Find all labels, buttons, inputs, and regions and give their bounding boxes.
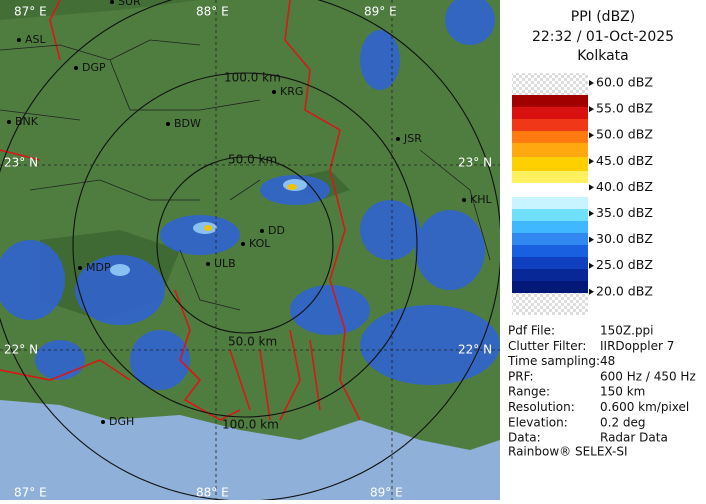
city-marker bbox=[241, 242, 245, 246]
legend-label: 45.0 dBZ bbox=[596, 153, 653, 168]
info-value: Radar Data bbox=[600, 431, 668, 445]
city-marker bbox=[260, 229, 264, 233]
grid-label: 22° N bbox=[4, 343, 38, 357]
legend-arrow bbox=[589, 106, 594, 113]
ring-label: 50.0 km bbox=[228, 335, 277, 349]
city-label: KHL bbox=[470, 193, 492, 206]
legend-arrow bbox=[589, 80, 594, 86]
info-value: IIRDoppler 7 bbox=[600, 339, 674, 353]
grid-label: 88° E bbox=[196, 486, 229, 500]
legend-label: 35.0 dBZ bbox=[596, 205, 653, 220]
ring-label: 50.0 km bbox=[228, 153, 277, 167]
timestamp: 22:32 / 01-Oct-2025 bbox=[532, 29, 674, 45]
ring-label: 100.0 km bbox=[224, 71, 281, 85]
city-marker bbox=[272, 90, 276, 94]
city-label: BDW bbox=[174, 117, 201, 130]
legend-arrow bbox=[589, 184, 594, 191]
grid-label: 23° N bbox=[4, 156, 38, 170]
ring-label: 100.0 km bbox=[222, 418, 279, 432]
city-label: DGH bbox=[109, 415, 134, 428]
city-label: DD bbox=[268, 224, 285, 237]
legend-label: 20.0 dBZ bbox=[596, 283, 653, 298]
legend-arrow bbox=[589, 262, 594, 269]
legend-arrow bbox=[589, 210, 594, 217]
grid-label: 89° E bbox=[364, 5, 397, 19]
city-label: KOL bbox=[249, 237, 271, 250]
city-marker bbox=[396, 137, 400, 141]
city-label: MDP bbox=[86, 261, 111, 274]
info-value: 150Z.ppi bbox=[600, 324, 654, 338]
site-name: Kolkata bbox=[577, 48, 628, 64]
city-marker bbox=[206, 262, 210, 266]
info-value: 0.2 deg bbox=[600, 415, 646, 429]
map bbox=[0, 0, 500, 500]
city-label: KRG bbox=[280, 85, 303, 98]
info-key: Resolution: bbox=[508, 400, 575, 414]
city-marker bbox=[462, 198, 466, 202]
info-panel: Pdf File: 150Z.ppi Clutter Filter: IIRDoppl… bbox=[507, 324, 696, 445]
city-marker bbox=[78, 266, 82, 270]
legend-arrow bbox=[589, 236, 594, 243]
legend-arrow bbox=[589, 158, 594, 165]
info-key: Data: bbox=[508, 431, 541, 445]
info-value: 600 Hz / 450 Hz bbox=[600, 369, 696, 383]
legend: 60.0 dBZ 55.0 dBZ 50.0 dBZ 45.0 dBZ 40.0 dBZ… bbox=[589, 75, 653, 298]
title: PPI (dBZ) bbox=[571, 9, 635, 25]
legend-arrow bbox=[589, 132, 594, 139]
info-key: Time sampling: bbox=[507, 354, 600, 368]
legend-label: 25.0 dBZ bbox=[596, 257, 653, 272]
info-key: Pdf File: bbox=[508, 324, 555, 338]
info-key: PRF: bbox=[508, 369, 534, 383]
grid-label: 22° N bbox=[458, 343, 492, 357]
city-label: DGP bbox=[82, 61, 106, 74]
info-key: Range: bbox=[508, 385, 550, 399]
legend-label: 40.0 dBZ bbox=[596, 179, 653, 194]
grid-label: 87° E bbox=[14, 486, 47, 500]
color-scale bbox=[512, 73, 588, 315]
city-marker bbox=[7, 120, 11, 124]
info-key: Clutter Filter: bbox=[508, 339, 586, 353]
footer: Rainbow® SELEX-SI bbox=[508, 445, 628, 459]
city-label: ULB bbox=[214, 257, 236, 270]
city-marker bbox=[166, 122, 170, 126]
info-key: Elevation: bbox=[508, 415, 568, 429]
city-marker bbox=[110, 0, 114, 4]
city-label: ASL bbox=[25, 33, 47, 46]
grid-label: 89° E bbox=[370, 486, 403, 500]
legend-label: 60.0 dBZ bbox=[596, 75, 653, 90]
city-marker bbox=[17, 38, 21, 42]
grid-label: 23° N bbox=[458, 156, 492, 170]
grid-label: 87° E bbox=[14, 5, 47, 19]
grid-label: 88° E bbox=[196, 5, 229, 19]
legend-label: 50.0 dBZ bbox=[596, 127, 653, 142]
city-marker bbox=[74, 66, 78, 70]
city-label: SUR bbox=[118, 0, 141, 8]
info-value: 150 km bbox=[600, 385, 645, 399]
info-value: 48 bbox=[600, 354, 615, 368]
city-marker bbox=[101, 420, 105, 424]
info-value: 0.600 km/pixel bbox=[600, 400, 689, 414]
city-label: BNK bbox=[15, 115, 39, 128]
legend-label: 55.0 dBZ bbox=[596, 101, 653, 116]
legend-label: 30.0 dBZ bbox=[596, 231, 653, 246]
city-label: JSR bbox=[403, 132, 422, 145]
legend-arrow bbox=[589, 288, 594, 295]
